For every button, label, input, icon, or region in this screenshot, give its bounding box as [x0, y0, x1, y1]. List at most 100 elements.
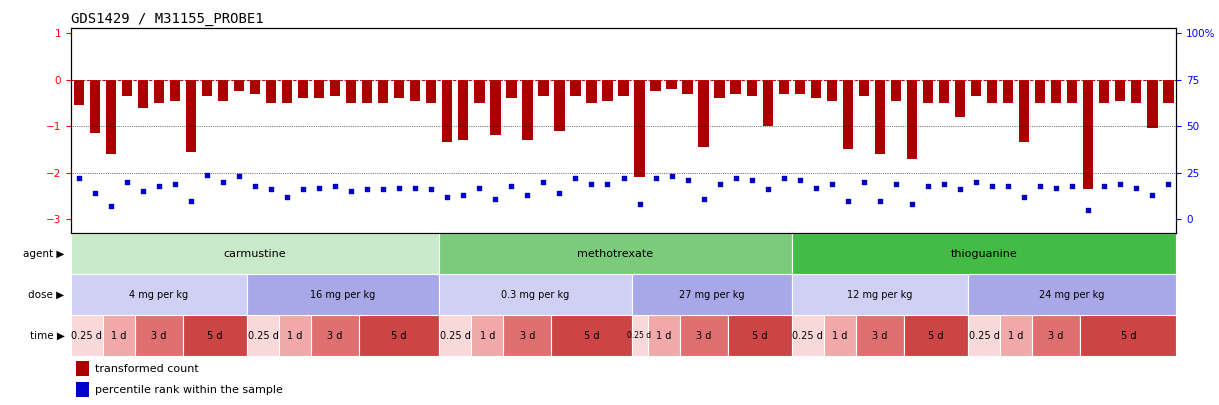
- Point: [261, 186, 280, 193]
- Text: 12 mg per kg: 12 mg per kg: [847, 290, 913, 300]
- Text: 1 d: 1 d: [288, 331, 302, 341]
- Point: [534, 179, 553, 185]
- Text: 3 d: 3 d: [328, 331, 343, 341]
- Point: [501, 183, 521, 189]
- Point: [373, 186, 393, 193]
- Bar: [503, 315, 551, 356]
- Point: [983, 183, 1002, 189]
- Bar: [1147, 79, 1158, 128]
- Bar: [279, 315, 311, 356]
- Point: [485, 196, 505, 202]
- Bar: [378, 79, 389, 103]
- Point: [1142, 192, 1162, 198]
- Point: [1046, 184, 1065, 191]
- Point: [886, 181, 906, 187]
- Bar: [856, 315, 904, 356]
- Bar: [77, 382, 89, 397]
- Bar: [506, 79, 517, 98]
- Point: [518, 192, 538, 198]
- Bar: [425, 79, 436, 103]
- Point: [998, 183, 1018, 189]
- Bar: [360, 315, 439, 356]
- Point: [1079, 207, 1098, 213]
- Bar: [330, 79, 340, 96]
- Point: [406, 184, 425, 191]
- Bar: [651, 79, 661, 91]
- Point: [662, 173, 681, 180]
- Point: [758, 186, 778, 193]
- Point: [581, 181, 601, 187]
- Bar: [858, 79, 869, 96]
- Bar: [728, 315, 792, 356]
- Point: [1030, 183, 1050, 189]
- Point: [310, 184, 329, 191]
- Bar: [474, 79, 484, 103]
- Bar: [647, 315, 680, 356]
- Point: [614, 175, 634, 181]
- Point: [1014, 194, 1034, 200]
- Bar: [826, 79, 837, 100]
- Point: [182, 198, 201, 204]
- Bar: [631, 315, 647, 356]
- Bar: [73, 79, 84, 105]
- Bar: [313, 79, 324, 98]
- Bar: [875, 79, 885, 154]
- Text: GDS1429 / M31155_PROBE1: GDS1429 / M31155_PROBE1: [71, 12, 263, 26]
- Point: [165, 181, 184, 187]
- Bar: [442, 79, 452, 143]
- Bar: [923, 79, 934, 103]
- Point: [1063, 183, 1082, 189]
- Bar: [106, 79, 116, 154]
- Point: [422, 186, 441, 193]
- Bar: [1035, 79, 1046, 103]
- Bar: [472, 315, 503, 356]
- Point: [630, 201, 650, 208]
- Point: [822, 181, 841, 187]
- Text: 5 d: 5 d: [1120, 331, 1136, 341]
- Bar: [1100, 79, 1109, 103]
- Bar: [631, 274, 792, 315]
- Point: [245, 183, 265, 189]
- Point: [438, 194, 457, 200]
- Point: [597, 181, 617, 187]
- Bar: [394, 79, 405, 98]
- Point: [357, 186, 377, 193]
- Bar: [551, 315, 631, 356]
- Text: 3 d: 3 d: [519, 331, 535, 341]
- Bar: [698, 79, 708, 147]
- Point: [870, 198, 890, 204]
- Point: [902, 201, 922, 208]
- Text: 0.25 d: 0.25 d: [628, 331, 652, 340]
- Text: dose ▶: dose ▶: [28, 290, 65, 300]
- Point: [855, 179, 874, 185]
- Text: 1 d: 1 d: [833, 331, 847, 341]
- Point: [806, 184, 825, 191]
- Bar: [570, 79, 580, 96]
- Bar: [1003, 79, 1013, 103]
- Bar: [824, 315, 856, 356]
- Text: 3 d: 3 d: [873, 331, 887, 341]
- Point: [117, 179, 137, 185]
- Bar: [667, 79, 677, 89]
- Point: [1158, 181, 1178, 187]
- Bar: [439, 315, 472, 356]
- Bar: [618, 79, 629, 96]
- Bar: [1000, 315, 1032, 356]
- Point: [839, 198, 858, 204]
- Bar: [811, 79, 822, 98]
- Bar: [102, 315, 135, 356]
- Text: 5 d: 5 d: [207, 331, 223, 341]
- Bar: [297, 79, 308, 98]
- Bar: [154, 79, 165, 103]
- Point: [133, 188, 152, 194]
- Point: [1111, 181, 1130, 187]
- Bar: [746, 79, 757, 96]
- Bar: [714, 79, 725, 98]
- Bar: [71, 233, 439, 274]
- Text: 1 d: 1 d: [1008, 331, 1024, 341]
- Bar: [1082, 79, 1093, 189]
- Point: [967, 179, 986, 185]
- Bar: [1019, 79, 1029, 143]
- Point: [1126, 184, 1146, 191]
- Bar: [169, 79, 180, 100]
